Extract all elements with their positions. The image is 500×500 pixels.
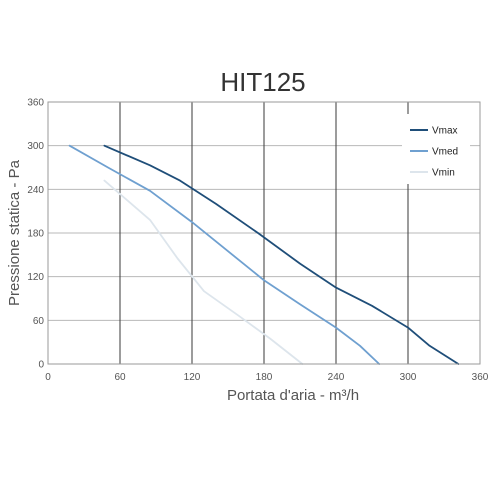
x-axis-label: Portata d'aria - m³/h [227, 387, 359, 404]
y-tick-label-180: 180 [27, 229, 44, 240]
y-tick-labels: 0 60 120 180 240 300 360 [27, 98, 44, 371]
grid [48, 102, 480, 364]
legend-label-vmed: Vmed [432, 147, 458, 158]
y-tick-label-60: 60 [33, 316, 45, 327]
series-layer [68, 144, 460, 365]
x-tick-label-180: 180 [256, 372, 273, 383]
plot-frame [47, 101, 481, 365]
y-tick-label-240: 240 [27, 185, 44, 196]
y-tick-label-360: 360 [27, 98, 44, 109]
y-tick-label-300: 300 [27, 141, 44, 152]
x-tick-label-360: 360 [472, 372, 489, 383]
series-line-vmed [68, 144, 381, 365]
series-line-vmax [103, 144, 460, 365]
legend: Vmax Vmed Vmin [402, 114, 470, 184]
x-tick-label-120: 120 [184, 372, 201, 383]
legend-label-vmin: Vmin [432, 168, 455, 179]
legend-label-vmax: Vmax [432, 126, 458, 137]
y-tick-label-0: 0 [38, 360, 44, 371]
y-tick-label-120: 120 [27, 272, 44, 283]
x-tick-label-0: 0 [45, 372, 51, 383]
x-tick-label-60: 60 [114, 372, 126, 383]
series-line-vmin [103, 179, 304, 365]
x-tick-labels: 0 60 120 180 240 300 360 [45, 372, 489, 383]
x-tick-label-300: 300 [400, 372, 417, 383]
x-tick-label-240: 240 [328, 372, 345, 383]
y-axis-label: Pressione statica - Pa [6, 159, 23, 306]
chart-title: HIT125 [220, 67, 305, 97]
